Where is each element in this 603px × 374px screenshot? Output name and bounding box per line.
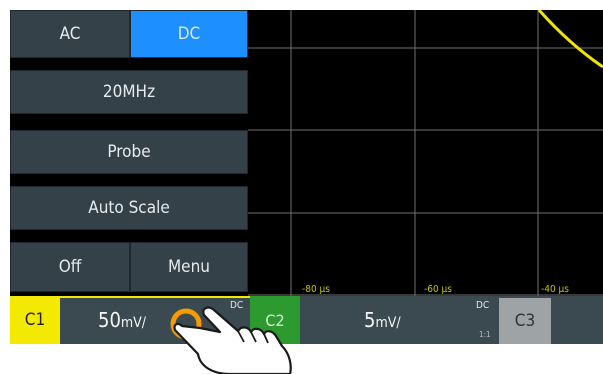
waveform-grid bbox=[248, 10, 603, 296]
touch-gesture-hand-icon bbox=[170, 306, 292, 374]
c2-probe-ratio: 1:1 bbox=[479, 330, 491, 339]
c1-active-indicator bbox=[10, 296, 250, 298]
time-tick-label-3: -40 µs bbox=[541, 284, 569, 295]
c2-scale-unit: mV/ bbox=[375, 315, 401, 331]
coupling-dc-button[interactable]: DC bbox=[130, 10, 248, 58]
probe-button[interactable]: Probe bbox=[10, 130, 248, 174]
c1-channel-tab[interactable]: C1 bbox=[10, 296, 60, 344]
c1-waveform-trace bbox=[537, 10, 603, 69]
channel-off-button[interactable]: Off bbox=[10, 242, 130, 292]
channel-menu-button[interactable]: Menu bbox=[130, 242, 248, 292]
c2-scale-value: 5 bbox=[364, 308, 376, 332]
time-tick-label-2: -60 µs bbox=[424, 284, 452, 295]
bandwidth-20mhz-button[interactable]: 20MHz bbox=[10, 70, 248, 114]
c1-label: C1 bbox=[24, 310, 46, 330]
waveform-display[interactable]: AC DC 20MHz Probe Auto Scale Off Menu -8… bbox=[10, 10, 603, 344]
c3-channel-tab[interactable]: C3 bbox=[499, 298, 551, 344]
c2-label: C2 bbox=[265, 310, 285, 330]
c3-label: C3 bbox=[514, 311, 536, 331]
channel-bar: C1 50mV/ DC C2 5mV/ DC 1:1 C3 bbox=[10, 296, 603, 344]
c1-vertical-scale[interactable]: 50mV/ bbox=[98, 308, 146, 332]
bottom-margin bbox=[0, 344, 603, 374]
c2-vertical-scale[interactable]: 5mV/ bbox=[364, 308, 401, 332]
coupling-ac-button[interactable]: AC bbox=[10, 10, 130, 58]
auto-scale-button[interactable]: Auto Scale bbox=[10, 186, 248, 230]
c1-scale-value: 50 bbox=[98, 308, 121, 332]
time-tick-label-1: -80 µs bbox=[302, 284, 330, 295]
c1-coupling-indicator: DC bbox=[230, 300, 244, 311]
c2-coupling-indicator: DC bbox=[476, 300, 490, 311]
c1-scale-unit: mV/ bbox=[120, 315, 147, 331]
